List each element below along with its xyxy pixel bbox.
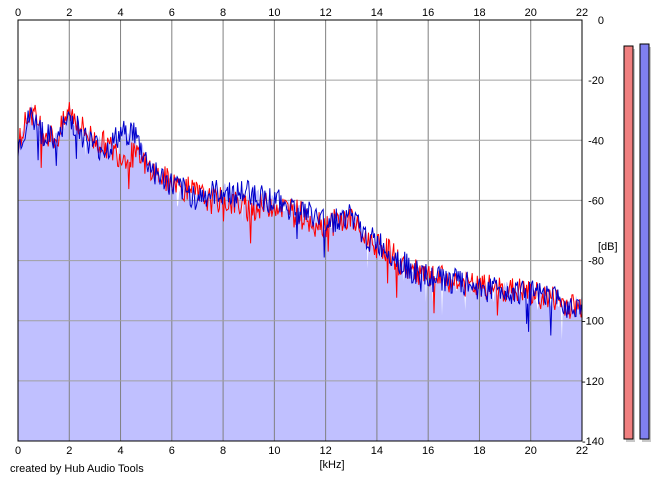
spectrum-area: [18, 102, 582, 442]
y-tick-label: -140: [582, 436, 604, 448]
y-tick-label: -80: [588, 256, 604, 268]
x-tick-label-top: 14: [371, 7, 383, 19]
y-tick-label: -120: [582, 376, 604, 388]
x-axis-label: [kHz]: [319, 459, 344, 471]
x-tick-label-top: 16: [422, 7, 434, 19]
x-tick-label-top: 20: [525, 7, 537, 19]
level-meter-L: [623, 45, 634, 440]
x-tick-label-bottom: 8: [220, 445, 226, 457]
x-tick-label-top: 12: [320, 7, 332, 19]
y-tick-label: -20: [588, 75, 604, 87]
x-tick-label-bottom: 4: [117, 445, 123, 457]
x-tick-label-top: 18: [473, 7, 485, 19]
x-tick-label-bottom: 14: [371, 445, 383, 457]
x-tick-label-bottom: 22: [576, 445, 588, 457]
y-tick-label: 0: [598, 15, 604, 27]
x-tick-label-top: 10: [268, 7, 280, 19]
x-tick-label-top: 22: [576, 7, 588, 19]
x-tick-label-bottom: 20: [525, 445, 537, 457]
x-tick-label-top: 4: [117, 7, 123, 19]
x-tick-label-bottom: 0: [15, 445, 21, 457]
level-meter-R: [639, 43, 650, 440]
x-tick-label-bottom: 18: [473, 445, 485, 457]
plot-frame: [17, 19, 583, 442]
y-axis-label: [dB]: [598, 241, 618, 253]
series-lines: [17, 102, 583, 336]
x-tick-label-bottom: 16: [422, 445, 434, 457]
credit-text: created by Hub Audio Tools: [10, 463, 144, 475]
level-meters: [623, 43, 651, 442]
x-tick-label-bottom: 6: [169, 445, 175, 457]
spectrum-fill: [18, 102, 582, 442]
x-tick-label-bottom: 12: [320, 445, 332, 457]
x-tick-label-top: 0: [15, 7, 21, 19]
x-tick-label-top: 6: [169, 7, 175, 19]
axes: 002244668810101212141416161818202022220-…: [15, 7, 604, 457]
x-tick-label-top: 8: [220, 7, 226, 19]
y-tick-label: -60: [588, 195, 604, 207]
x-tick-label-top: 2: [66, 7, 72, 19]
series-line-2: [17, 107, 583, 336]
y-tick-label: -100: [582, 316, 604, 328]
x-tick-label-bottom: 10: [268, 445, 280, 457]
y-tick-label: -40: [588, 135, 604, 147]
x-tick-label-bottom: 2: [66, 445, 72, 457]
